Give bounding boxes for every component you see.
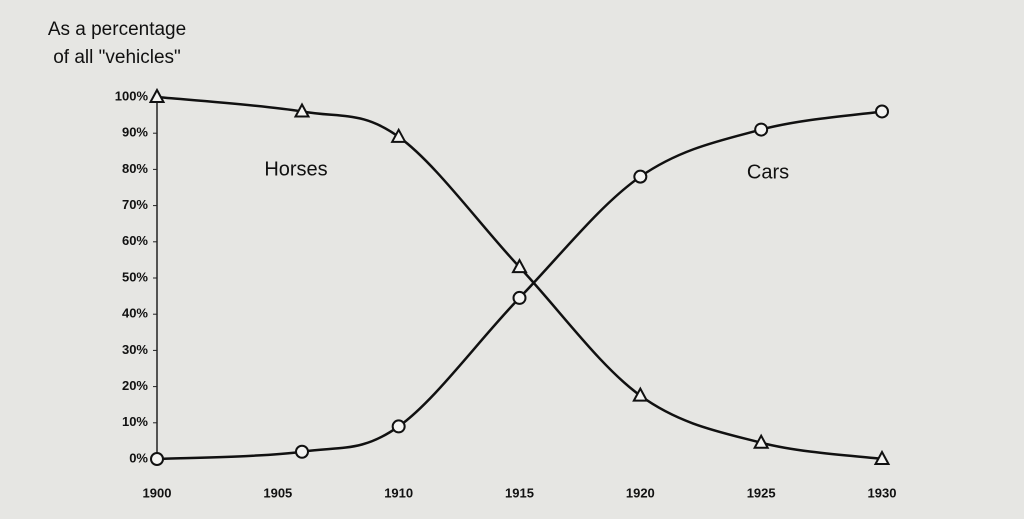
y-tick-label: 60% [122,233,148,248]
x-tick-label: 1925 [747,485,776,500]
marker [873,449,891,465]
marker [633,169,648,184]
x-tick-label: 1910 [384,485,413,500]
y-tick-label: 10% [122,414,148,429]
marker [390,127,407,143]
y-tick-label: 90% [122,125,148,140]
marker [875,104,889,119]
x-tick-label: 1905 [263,485,292,500]
y-tick-label: 100% [115,88,149,103]
y-tick-label: 30% [122,342,148,357]
y-tick-label: 40% [122,306,148,321]
marker [150,452,164,466]
marker [391,419,406,434]
y-tick-label: 70% [122,197,148,212]
y-axis-label: As a percentage [48,19,186,40]
marker [754,122,769,137]
x-tick-label: 1900 [143,485,172,500]
y-tick-label: 80% [122,161,148,176]
marker [512,290,527,305]
series-line [156,95,883,461]
y-tick-label: 20% [122,378,148,393]
marker [148,87,166,103]
series-name: Cars [747,161,789,183]
y-axis-label: of all "vehicles" [53,47,181,68]
marker [632,386,649,402]
marker [293,102,311,118]
marker [295,444,309,459]
y-tick-label: 50% [122,269,148,284]
series-name: Horses [264,158,327,180]
marker [752,433,770,449]
y-tick-label: 0% [129,450,148,465]
x-tick-label: 1915 [505,485,534,500]
marker [511,258,528,274]
x-tick-label: 1930 [868,485,897,500]
x-tick-label: 1920 [626,485,655,500]
